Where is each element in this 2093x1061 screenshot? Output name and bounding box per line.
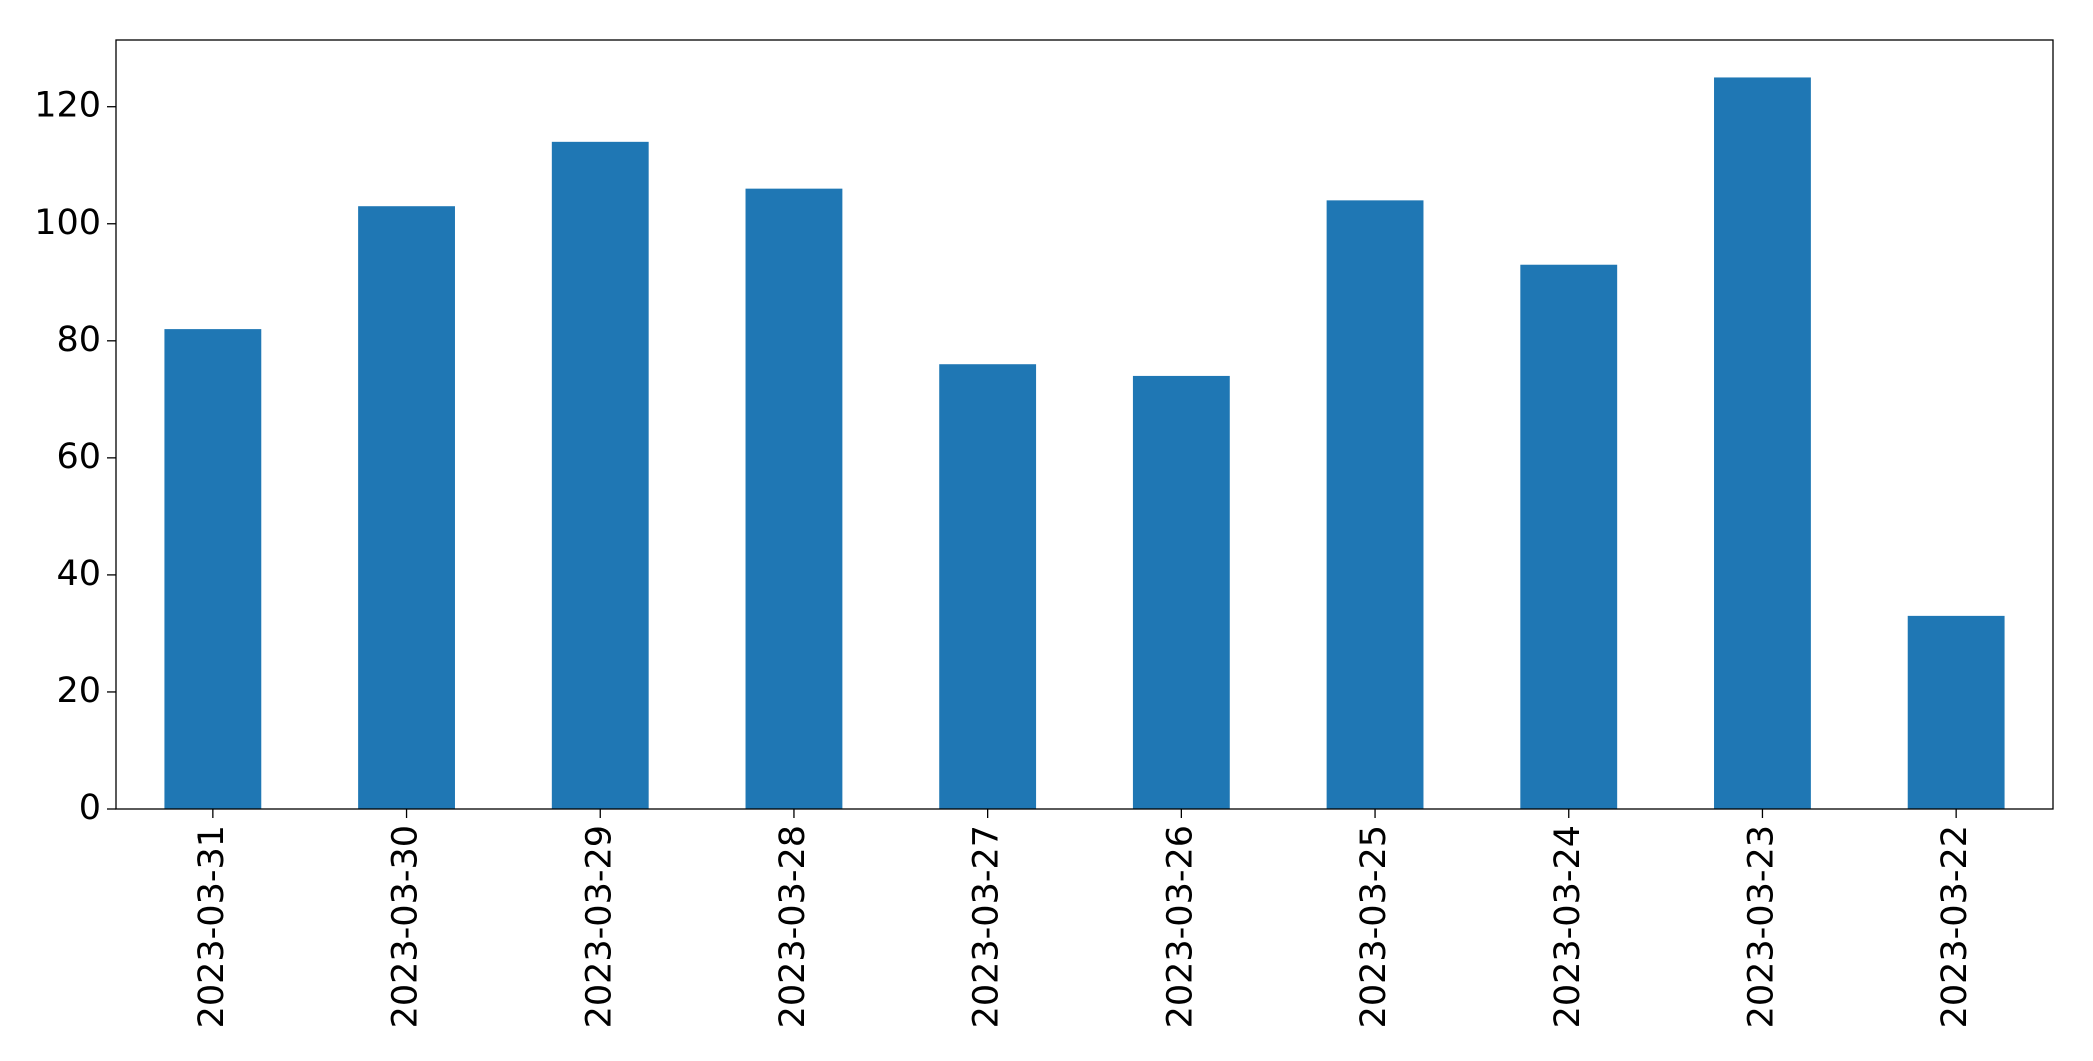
x-tick-label: 2023-03-30 <box>386 825 426 1028</box>
y-tick-label: 60 <box>56 437 101 477</box>
y-tick-label: 0 <box>79 788 101 828</box>
bar <box>1520 264 1618 809</box>
x-tick-label: 2023-03-28 <box>773 825 813 1028</box>
x-tick-label: 2023-03-22 <box>1935 825 1975 1028</box>
x-tick-label: 2023-03-26 <box>1160 825 1200 1028</box>
x-tick-label: 2023-03-27 <box>967 825 1007 1028</box>
bar <box>1907 615 2005 809</box>
x-tick-label: 2023-03-25 <box>1354 825 1394 1028</box>
bar <box>1326 200 1424 810</box>
x-tick-label: 2023-03-29 <box>579 825 619 1028</box>
x-tick-label: 2023-03-24 <box>1548 825 1588 1028</box>
y-tick-label: 100 <box>34 203 101 243</box>
bar <box>745 188 843 810</box>
x-tick-label: 2023-03-31 <box>192 825 232 1028</box>
bar <box>1132 375 1230 809</box>
y-tick-label: 120 <box>34 86 101 126</box>
bar <box>358 206 455 809</box>
bar <box>939 364 1037 809</box>
bar <box>551 141 649 809</box>
bar <box>164 329 262 809</box>
y-tick-label: 20 <box>56 671 101 711</box>
plot-frame <box>115 39 2054 810</box>
y-tick-label: 80 <box>56 320 101 360</box>
y-tick-label: 40 <box>56 554 101 594</box>
bar <box>1714 77 1811 810</box>
x-tick-label: 2023-03-23 <box>1741 825 1781 1028</box>
